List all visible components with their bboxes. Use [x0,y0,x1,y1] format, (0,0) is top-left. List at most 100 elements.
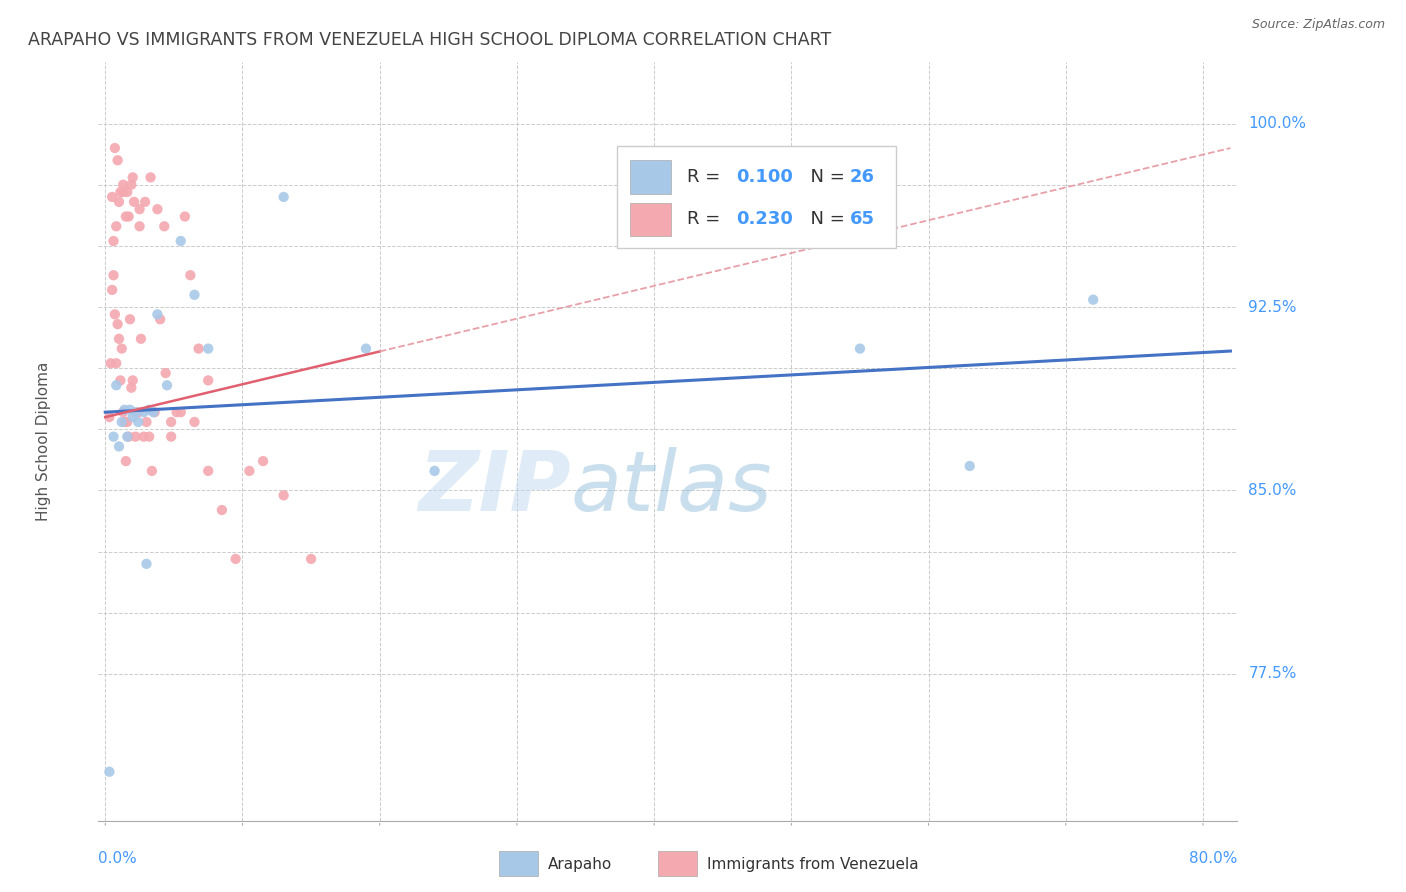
Point [105,356,128,370]
Point [138,430,160,444]
Point [105,219,128,234]
Point [115,185,138,199]
Point [120,381,142,395]
Point [111,342,134,356]
Point [115,210,138,224]
Point [100,356,122,370]
Point [110,185,132,199]
Text: Immigrants from Venezuela: Immigrants from Venezuela [707,857,920,871]
Point [120,178,142,192]
Point [183,287,205,301]
Point [115,430,138,444]
Text: R =: R = [688,211,727,228]
Text: ARAPAHO VS IMMIGRANTS FROM VENEZUELA HIGH SCHOOL DIPLOMA CORRELATION CHART: ARAPAHO VS IMMIGRANTS FROM VENEZUELA HIG… [28,31,831,49]
Point [103,430,125,444]
Point [423,464,446,478]
Point [104,307,127,321]
Point [115,454,138,468]
Point [1083,293,1105,307]
Point [104,141,127,155]
Point [132,405,155,419]
Point [252,454,274,468]
Point [128,202,150,217]
FancyBboxPatch shape [630,161,671,194]
Point [173,210,195,224]
Text: 92.5%: 92.5% [1249,300,1296,315]
Point [211,503,233,517]
Point [225,552,247,566]
Point [166,405,188,419]
Text: 0.0%: 0.0% [98,851,138,866]
Point [108,194,131,209]
Point [146,202,169,217]
Point [197,373,219,387]
Point [155,366,177,380]
Point [122,194,145,209]
Point [114,402,136,417]
Point [153,219,176,234]
Point [141,464,163,478]
Point [849,342,872,356]
Point [273,488,295,502]
Point [117,430,139,444]
Point [108,332,131,346]
Text: R =: R = [688,168,727,186]
Point [170,234,193,248]
Point [118,402,141,417]
Point [132,430,155,444]
Point [238,464,260,478]
Point [197,464,219,478]
Point [139,170,162,185]
Text: 77.5%: 77.5% [1249,666,1296,681]
Point [107,317,129,331]
Text: High School Diploma: High School Diploma [37,362,51,521]
Point [187,342,209,356]
Point [160,430,183,444]
Text: atlas: atlas [571,447,773,527]
Point [118,312,141,326]
Text: 0.100: 0.100 [737,168,793,186]
Point [121,373,143,387]
Text: Source: ZipAtlas.com: Source: ZipAtlas.com [1251,18,1385,31]
Point [135,415,157,429]
Point [127,405,149,419]
Point [117,210,139,224]
FancyBboxPatch shape [617,145,896,248]
Point [114,415,136,429]
Point [160,415,183,429]
Text: 65: 65 [851,211,875,228]
Text: N =: N = [799,211,851,228]
Point [101,283,124,297]
Point [134,194,156,209]
Point [112,405,135,419]
Text: 100.0%: 100.0% [1249,116,1306,131]
Point [111,415,134,429]
Point [110,373,132,387]
Point [142,405,165,419]
Point [103,268,125,283]
Point [129,332,152,346]
Point [183,415,205,429]
Point [121,410,143,425]
Point [156,378,179,392]
Point [146,307,169,321]
Text: 85.0%: 85.0% [1249,483,1296,498]
Point [112,178,135,192]
Point [149,312,172,326]
Point [124,405,146,419]
Point [112,185,135,199]
Text: 26: 26 [851,168,875,186]
Point [98,764,121,779]
FancyBboxPatch shape [630,202,671,236]
Point [179,268,201,283]
Point [115,415,138,429]
Point [135,557,157,571]
Point [101,190,124,204]
Point [107,153,129,168]
Point [124,430,146,444]
Point [128,219,150,234]
Text: ZIP: ZIP [419,447,571,527]
Point [108,439,131,453]
Text: Arapaho: Arapaho [548,857,613,871]
Text: 80.0%: 80.0% [1189,851,1237,866]
